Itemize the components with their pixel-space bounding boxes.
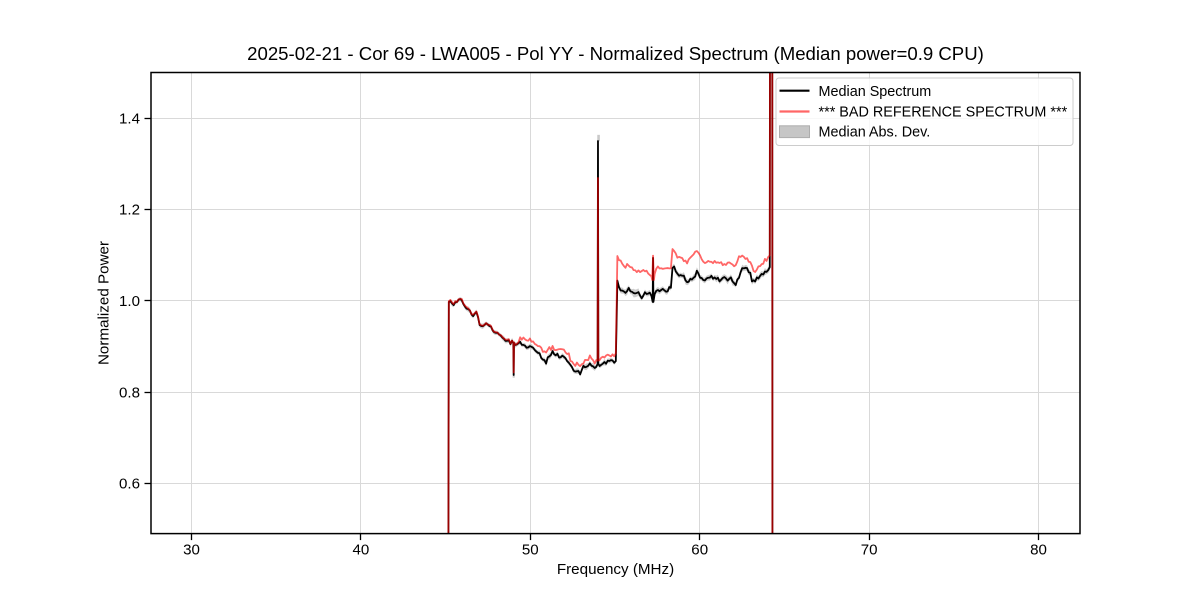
svg-text:70: 70	[861, 542, 878, 559]
svg-text:40: 40	[353, 542, 370, 559]
svg-text:1.4: 1.4	[119, 110, 140, 127]
svg-text:80: 80	[1030, 542, 1047, 559]
svg-text:2025-02-21 - Cor 69 - LWA005 -: 2025-02-21 - Cor 69 - LWA005 - Pol YY - …	[247, 43, 984, 64]
svg-text:*** BAD REFERENCE SPECTRUM ***: *** BAD REFERENCE SPECTRUM ***	[819, 105, 1068, 121]
svg-text:0.8: 0.8	[119, 384, 140, 401]
svg-text:0.6: 0.6	[119, 476, 140, 493]
svg-text:50: 50	[522, 542, 539, 559]
svg-text:60: 60	[691, 542, 708, 559]
svg-text:Frequency (MHz): Frequency (MHz)	[557, 561, 674, 578]
svg-text:1.2: 1.2	[119, 202, 140, 219]
svg-text:Median Spectrum: Median Spectrum	[819, 84, 932, 100]
svg-text:1.0: 1.0	[119, 293, 140, 310]
svg-text:30: 30	[183, 542, 200, 559]
svg-text:Normalized Power: Normalized Power	[96, 241, 113, 365]
svg-text:Median Abs. Dev.: Median Abs. Dev.	[819, 124, 931, 140]
